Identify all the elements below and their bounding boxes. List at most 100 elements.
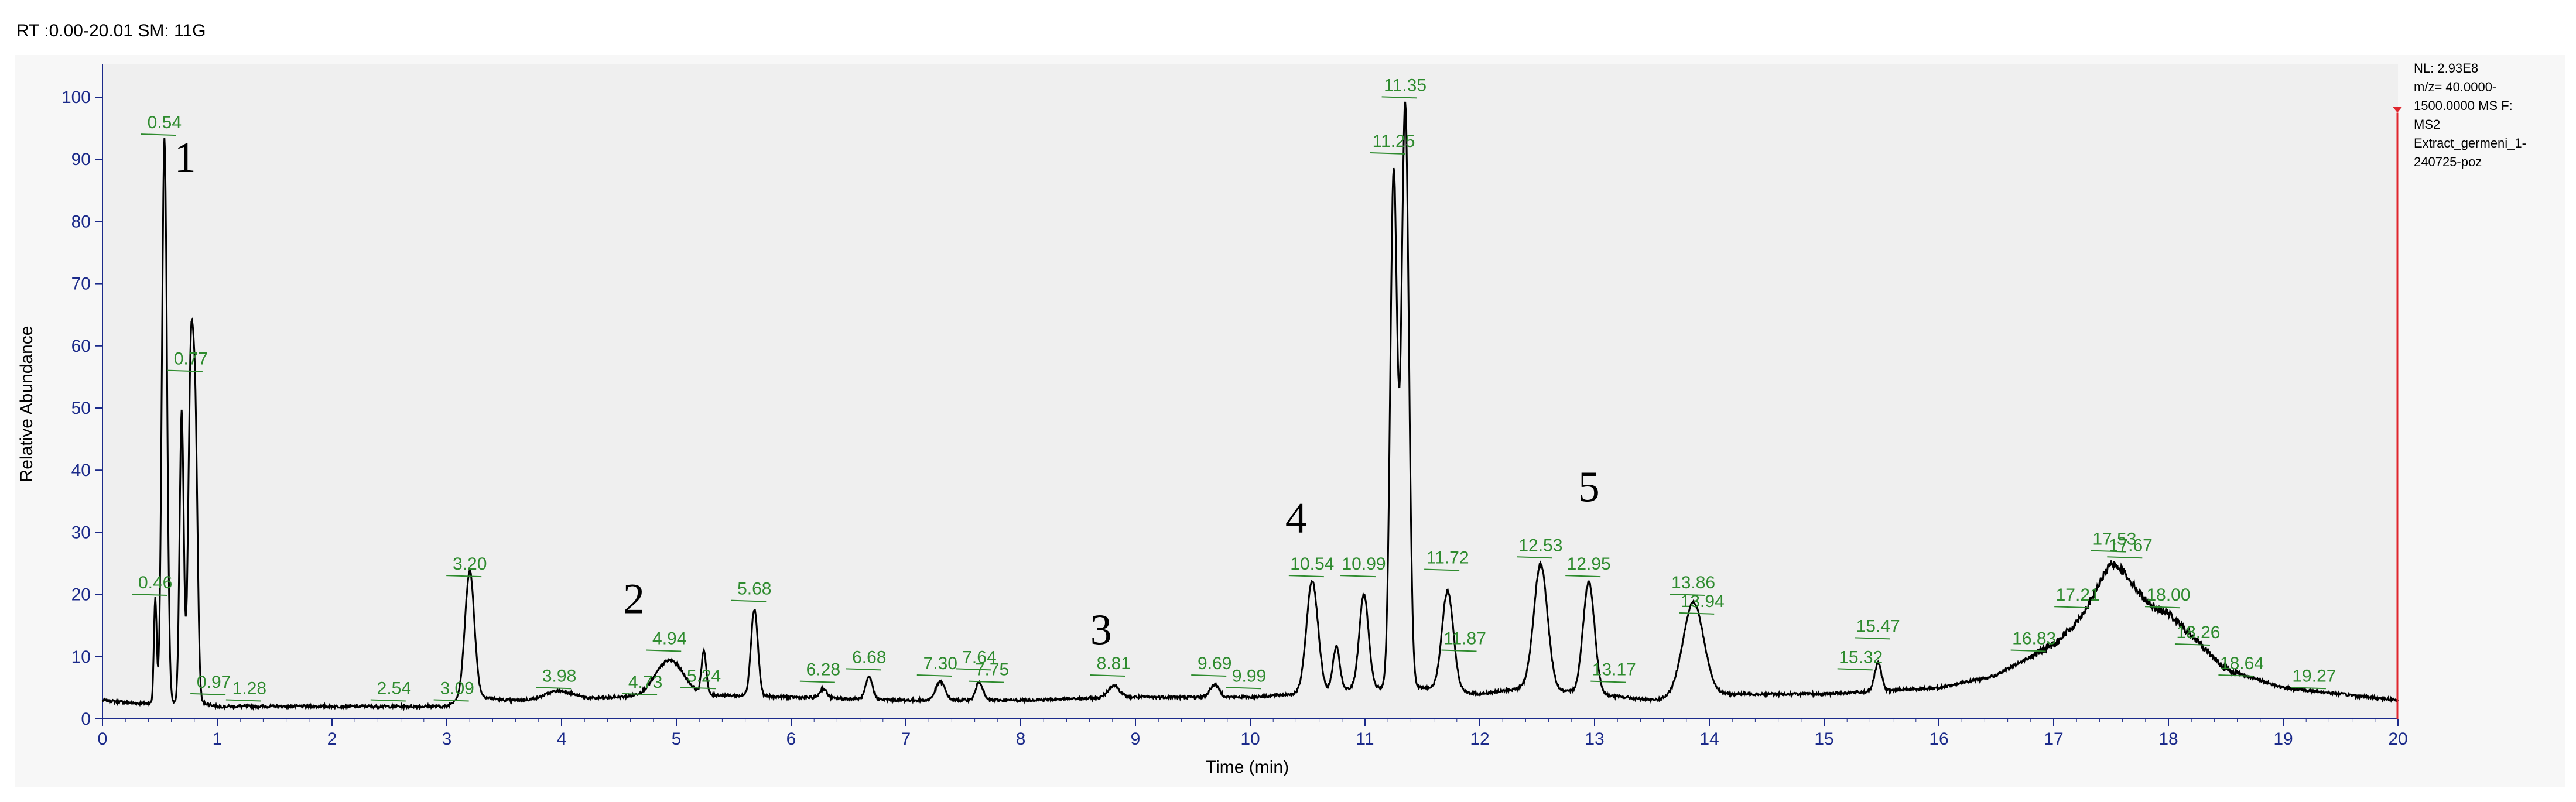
peak-label: 7.30 bbox=[923, 654, 957, 673]
peak-label: 4.73 bbox=[628, 673, 662, 692]
peak-label: 17.53 bbox=[2092, 530, 2136, 549]
peak-label: 19.27 bbox=[2292, 666, 2336, 686]
y-tick-label: 50 bbox=[71, 399, 91, 418]
peak-number-annotation: 3 bbox=[1090, 606, 1112, 654]
peak-labels: 0.54 0.77 0.46 0.97 1.28 2.54 3.09 3.20 3.98 4.73… bbox=[132, 76, 2336, 702]
peak-label-tick bbox=[190, 693, 226, 695]
y-tick-label: 10 bbox=[71, 647, 91, 667]
x-tick-label: 0 bbox=[98, 729, 108, 749]
x-tick-label: 7 bbox=[901, 729, 911, 749]
peak-label-tick bbox=[2218, 674, 2254, 677]
peak-label: 9.99 bbox=[1232, 666, 1266, 686]
peak-label-tick bbox=[1191, 674, 1227, 677]
info-box: NL: 2.93E8 m/z= 40.0000- 1500.0000 MS F: MS… bbox=[2414, 61, 2526, 169]
peak-label: 11.87 bbox=[1443, 629, 1486, 649]
y-tick-label: 30 bbox=[71, 523, 91, 542]
peak-label: 0.97 bbox=[197, 673, 231, 692]
peak-label-tick bbox=[1679, 612, 1715, 615]
x-tick-label: 15 bbox=[1814, 729, 1833, 749]
peak-label-tick bbox=[141, 133, 176, 136]
peak-label: 16.83 bbox=[2012, 629, 2056, 649]
x-tick-label: 5 bbox=[672, 729, 682, 749]
peak-label: 11.72 bbox=[1426, 549, 1469, 568]
peak-label-tick bbox=[2107, 556, 2143, 559]
y-tick-label: 70 bbox=[71, 275, 91, 294]
peak-label: 13.17 bbox=[1592, 660, 1636, 680]
peak-label-tick bbox=[1381, 96, 1417, 99]
peak-label: 8.81 bbox=[1097, 654, 1131, 673]
peak-label: 3.98 bbox=[542, 666, 576, 686]
peak-label: 3.09 bbox=[440, 679, 474, 698]
peak-label-tick bbox=[2010, 649, 2046, 652]
plot-area bbox=[102, 64, 2398, 719]
y-tick-label: 0 bbox=[81, 710, 91, 729]
peak-number-annotation: 1 bbox=[175, 133, 196, 181]
x-tick-label: 19 bbox=[2273, 729, 2293, 749]
info-line: NL: 2.93E8 bbox=[2414, 61, 2478, 76]
peak-label-tick bbox=[799, 680, 835, 683]
peak-label-tick bbox=[1090, 674, 1125, 677]
peak-label: 0.54 bbox=[148, 113, 182, 132]
peak-label-tick bbox=[1565, 575, 1601, 578]
peak-label-tick bbox=[2174, 643, 2210, 646]
peak-label: 1.28 bbox=[232, 679, 266, 698]
peak-label: 0.77 bbox=[174, 349, 208, 369]
peak-label: 15.47 bbox=[1856, 616, 1900, 636]
x-tick-label: 8 bbox=[1016, 729, 1026, 749]
peak-label-tick bbox=[1424, 568, 1460, 571]
peak-label-tick bbox=[1441, 649, 1477, 652]
x-tick-label: 2 bbox=[327, 729, 337, 749]
peak-label-tick bbox=[1670, 593, 1705, 596]
y-axis-title: Relative Abundance bbox=[17, 326, 36, 482]
peak-annotations: 1 2 3 4 5 bbox=[175, 133, 1600, 654]
peak-label-tick bbox=[646, 649, 682, 652]
info-line: Extract_germeni_1- bbox=[2414, 136, 2526, 150]
peak-label: 6.68 bbox=[852, 647, 886, 667]
peak-label-tick bbox=[446, 575, 482, 578]
peak-number-annotation: 2 bbox=[623, 575, 645, 623]
info-line: 1500.0000 MS F: bbox=[2414, 98, 2513, 113]
peak-label: 13.86 bbox=[1671, 573, 1715, 592]
peak-label-tick bbox=[1226, 687, 1261, 690]
peak-label-tick bbox=[916, 674, 952, 677]
x-tick-label: 4 bbox=[557, 729, 567, 749]
peak-label-tick bbox=[846, 668, 881, 671]
peak-label: 18.00 bbox=[2146, 585, 2190, 605]
peak-label-tick bbox=[731, 599, 767, 602]
peak-label-tick bbox=[1340, 575, 1376, 578]
marker-arrow bbox=[2393, 107, 2402, 113]
peak-label: 12.95 bbox=[1567, 554, 1611, 574]
peak-label-tick bbox=[2054, 606, 2090, 609]
peak-label: 5.24 bbox=[687, 666, 721, 686]
peak-label: 17.21 bbox=[2056, 585, 2100, 605]
peak-label: 11.25 bbox=[1373, 132, 1415, 151]
y-tick-label: 90 bbox=[71, 150, 91, 169]
x-tick-label: 18 bbox=[2158, 729, 2178, 749]
peak-label-tick bbox=[132, 593, 167, 596]
y-tick-label: 100 bbox=[61, 88, 91, 107]
info-line: 240725-poz bbox=[2414, 155, 2482, 169]
peak-label: 5.68 bbox=[737, 580, 771, 599]
x-tick-label: 20 bbox=[2388, 729, 2407, 749]
peak-label-tick bbox=[370, 699, 406, 702]
peak-label-tick bbox=[2091, 550, 2126, 553]
peak-label: 3.20 bbox=[453, 554, 487, 574]
x-tick-label: 3 bbox=[442, 729, 452, 749]
x-tick-label: 11 bbox=[1356, 729, 1374, 749]
y-tick-label: 20 bbox=[71, 585, 91, 605]
peak-label-tick bbox=[167, 369, 203, 372]
peak-label-tick bbox=[1837, 668, 1873, 671]
peak-label: 12.53 bbox=[1518, 536, 1562, 555]
peak-label: 9.69 bbox=[1198, 654, 1231, 673]
info-line: MS2 bbox=[2414, 117, 2440, 132]
nl-marker bbox=[2393, 107, 2402, 719]
peak-label-tick bbox=[622, 693, 658, 695]
peak-label: 2.54 bbox=[377, 679, 411, 698]
x-tick-label: 13 bbox=[1585, 729, 1604, 749]
axes: 0 1 2 3 4 5 6 7 8 9 10 11 12 13 14 15 16 17 18 19 2001020304… bbox=[61, 64, 2408, 749]
peak-label-tick bbox=[2144, 606, 2181, 609]
y-tick-label: 40 bbox=[71, 461, 91, 480]
peak-label: 6.28 bbox=[806, 660, 840, 680]
peak-label: 4.94 bbox=[652, 629, 686, 649]
